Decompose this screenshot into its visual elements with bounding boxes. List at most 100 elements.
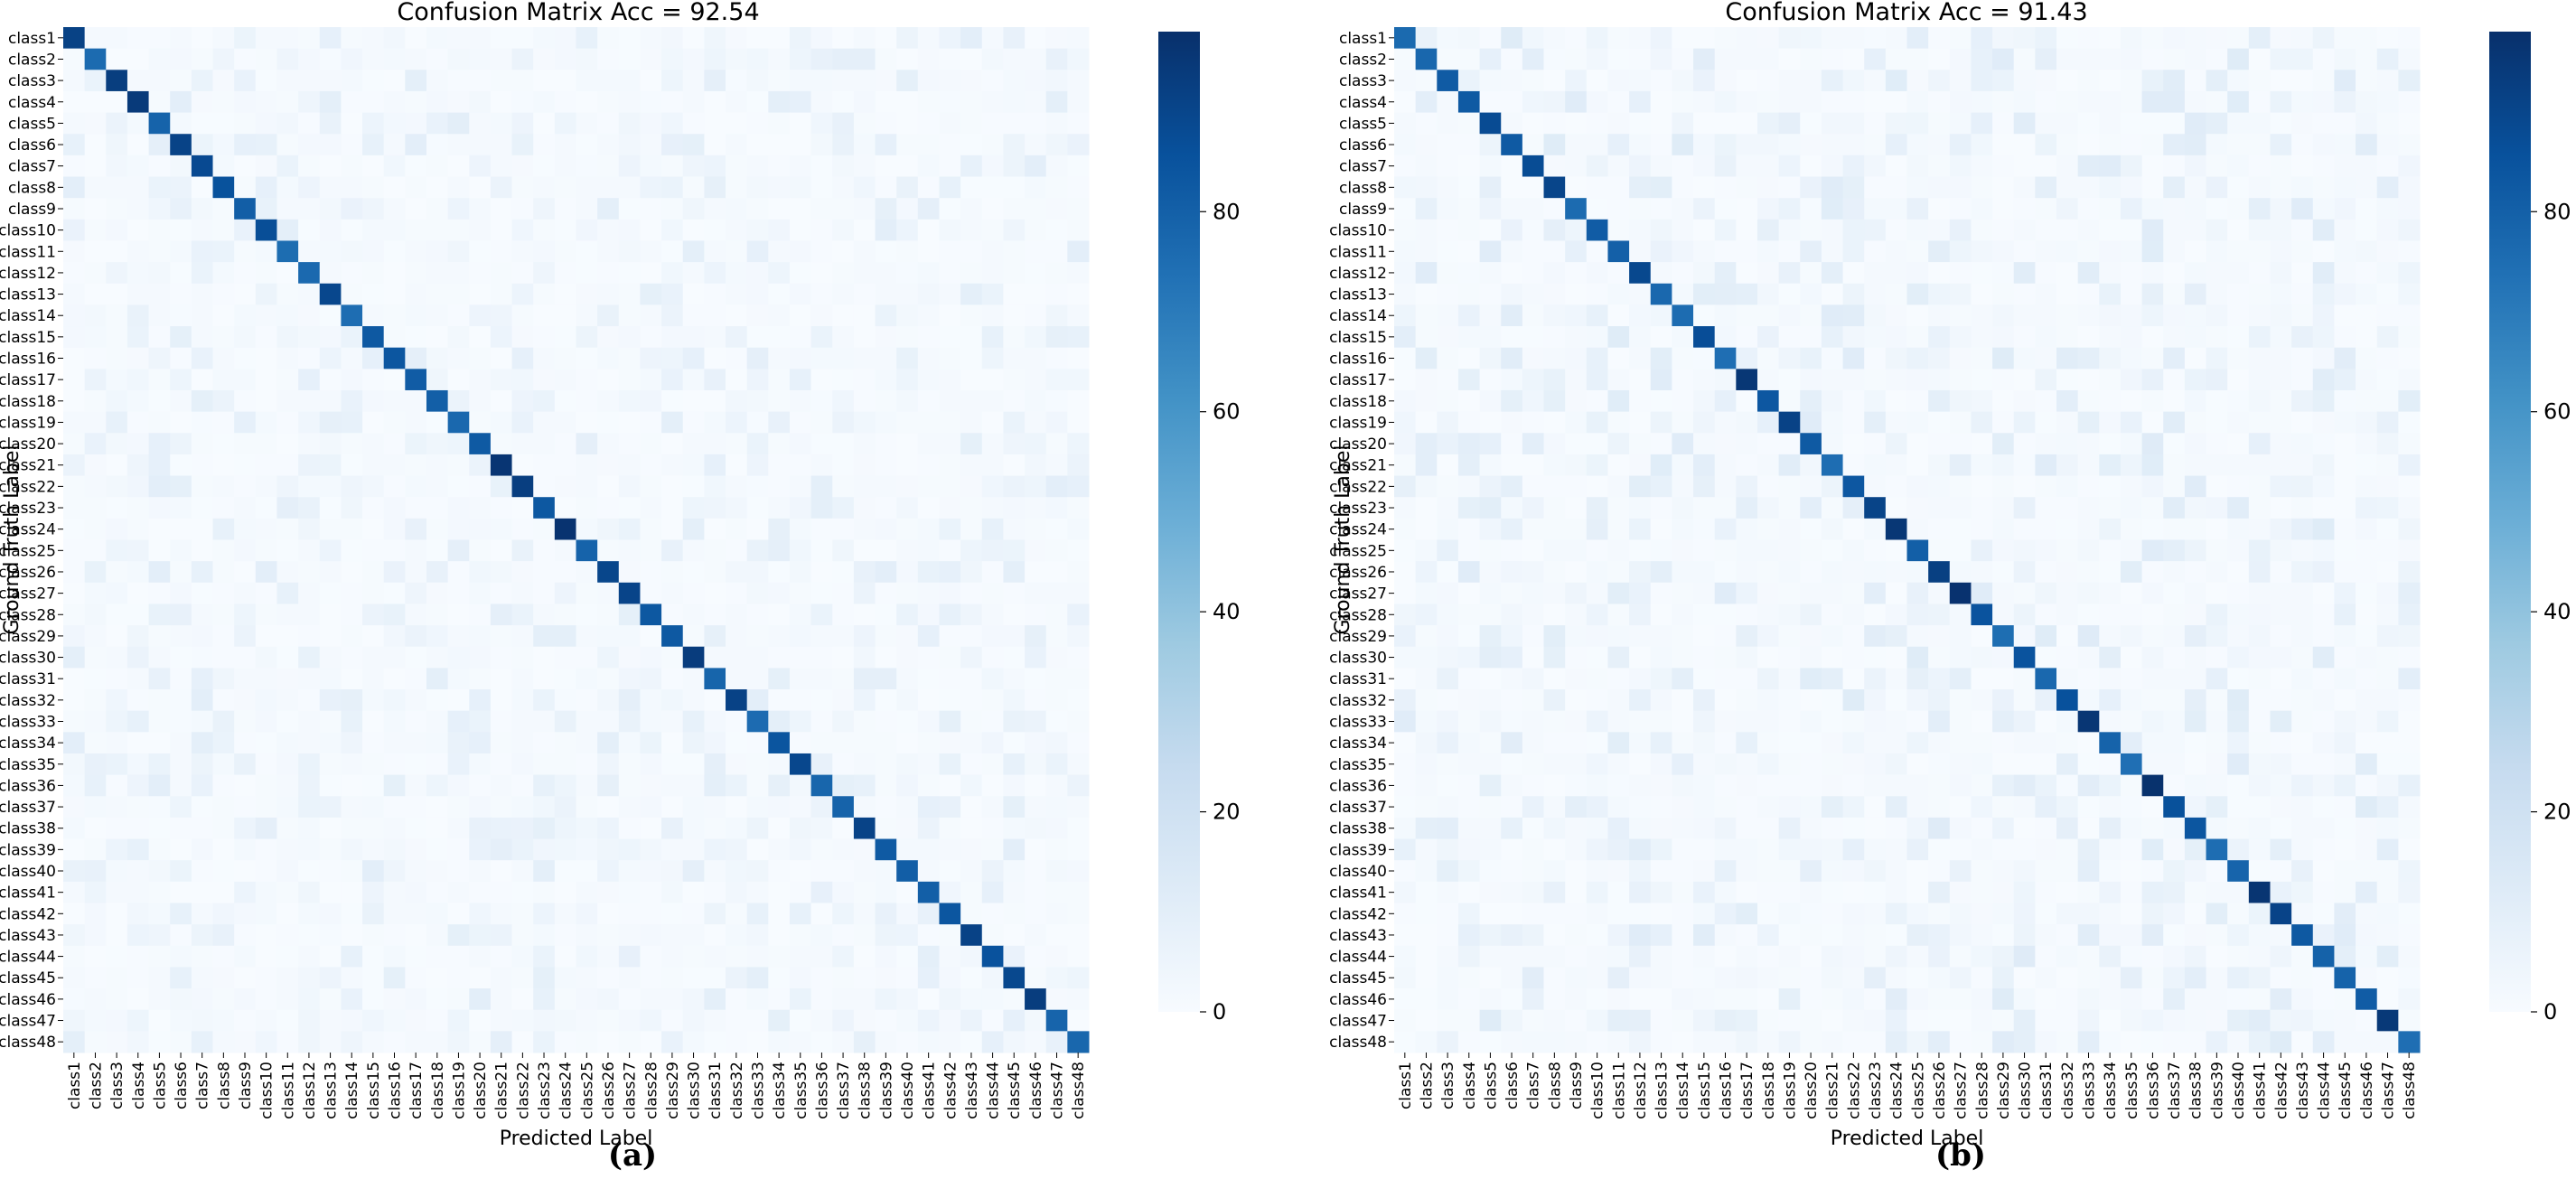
heatmap-cell [1586, 433, 1608, 455]
heatmap-cell [768, 433, 791, 455]
heatmap-cell [661, 625, 684, 648]
heatmap-cell [682, 497, 705, 519]
heatmap-cell [447, 710, 470, 733]
heatmap-cell [2141, 411, 2164, 434]
heatmap-cell [106, 389, 128, 413]
heatmap-cell [126, 561, 150, 584]
heatmap-cell [2227, 27, 2250, 50]
heatmap-cell [383, 817, 406, 840]
heatmap-cell [2312, 604, 2335, 626]
heatmap-cell [2248, 347, 2271, 370]
heatmap-cell [1025, 710, 1047, 733]
heatmap-cell [618, 112, 641, 135]
heatmap-cell [2334, 924, 2356, 947]
heatmap-cell [1045, 27, 1068, 50]
heatmap-cell [746, 154, 769, 178]
heatmap-cell [126, 710, 150, 733]
heatmap-cell [1842, 689, 1865, 712]
heatmap-cell [554, 347, 576, 370]
heatmap-cell [1778, 518, 1801, 540]
heatmap-cell [2099, 838, 2122, 861]
heatmap-cell [1067, 945, 1090, 968]
heatmap-cell [1800, 967, 1822, 989]
heatmap-cell [2270, 732, 2292, 754]
heatmap-cell [148, 668, 171, 690]
heatmap-cell [682, 347, 705, 370]
heatmap-cell [2077, 112, 2100, 135]
heatmap-cell [2356, 176, 2378, 199]
heatmap-cell [618, 860, 641, 883]
heatmap-cell [2334, 774, 2356, 797]
x-tick-label: class32 [728, 1062, 746, 1119]
heatmap-cell [405, 903, 427, 925]
heatmap-cell [2334, 988, 2356, 1011]
heatmap-cell [426, 967, 449, 989]
heatmap-cell [1650, 903, 1672, 925]
y-tick-label: class2 [1339, 51, 1387, 69]
heatmap-cell [726, 198, 748, 220]
heatmap-cell [2163, 988, 2186, 1011]
heatmap-cell [1457, 112, 1481, 135]
heatmap-cell [1045, 860, 1068, 883]
heatmap-cell [1437, 539, 1459, 562]
heatmap-cell [1971, 389, 1993, 413]
heatmap-cell [2398, 1009, 2421, 1032]
heatmap-cell [2141, 454, 2164, 477]
heatmap-cell [1821, 134, 1844, 156]
heatmap-cell [2099, 389, 2122, 413]
heatmap-cell [1821, 454, 1844, 477]
heatmap-cell [768, 304, 791, 327]
heatmap-cell [1756, 112, 1780, 135]
heatmap-cell [2163, 539, 2186, 562]
heatmap-cell [426, 646, 449, 669]
heatmap-cell [704, 389, 726, 413]
heatmap-cell [832, 604, 855, 626]
heatmap-cell [533, 796, 556, 819]
heatmap-cell [704, 240, 726, 263]
heatmap-cell [704, 262, 726, 285]
heatmap-cell [1885, 369, 1907, 391]
heatmap-cell [1842, 283, 1865, 305]
heatmap-cell [661, 604, 684, 626]
heatmap-cell [2141, 90, 2164, 114]
heatmap-cell [746, 326, 769, 349]
heatmap-cell [2206, 475, 2228, 498]
heatmap-cell [298, 176, 321, 199]
heatmap-cell [1842, 304, 1865, 327]
heatmap-cell [1025, 689, 1047, 712]
heatmap-cell [1800, 625, 1822, 648]
heatmap-cell [2206, 70, 2228, 92]
heatmap-cell [704, 967, 726, 989]
y-tick-label: class22 [0, 478, 56, 496]
heatmap-cell [2206, 454, 2228, 477]
heatmap-cell [511, 518, 534, 540]
heatmap-cell [2227, 411, 2250, 434]
heatmap-cell [789, 134, 812, 156]
heatmap-cell [2056, 240, 2079, 263]
heatmap-cell [2184, 70, 2207, 92]
heatmap-cell [1778, 369, 1801, 391]
heatmap-cell [1800, 732, 1822, 754]
heatmap-cell [126, 668, 150, 690]
heatmap-cell [554, 945, 576, 968]
heatmap-cell [1778, 219, 1801, 241]
heatmap-cell [1437, 582, 1459, 604]
heatmap-cell [255, 817, 277, 840]
heatmap-cell [148, 262, 171, 285]
heatmap-cell [661, 860, 684, 883]
heatmap-cell [554, 475, 576, 498]
heatmap-cell [1672, 70, 1694, 92]
heatmap-cell [1949, 27, 1972, 50]
x-tick-label: class7 [1525, 1062, 1543, 1109]
heatmap-cell [490, 219, 513, 241]
y-tick-label: class34 [1329, 735, 1387, 753]
heatmap-cell [1543, 112, 1566, 135]
heatmap-cell [1501, 433, 1523, 455]
heatmap-cell [726, 838, 748, 861]
heatmap-cell [661, 347, 684, 370]
heatmap-cell [106, 497, 128, 519]
heatmap-cell [1864, 860, 1887, 883]
x-tick-label: class17 [407, 1062, 426, 1119]
heatmap-cell [2056, 283, 2079, 305]
heatmap-cell [126, 967, 150, 989]
